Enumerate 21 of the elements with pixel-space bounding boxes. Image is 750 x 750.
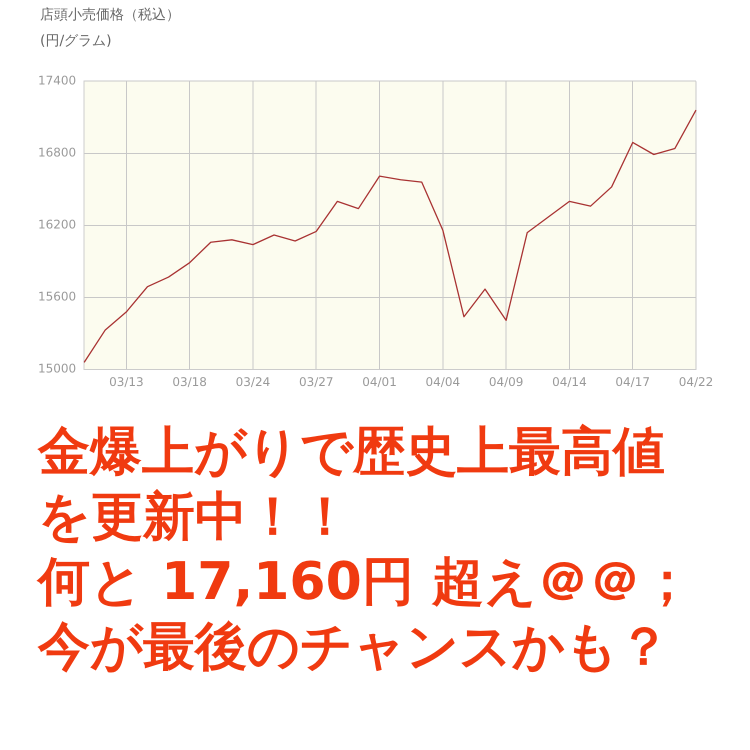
- text: 金爆上がりで歴史上最高値: [38, 421, 666, 484]
- x-tick-label: 04/22: [678, 374, 714, 389]
- text: を更新中！！: [38, 486, 352, 549]
- x-tick-label: 04/01: [362, 374, 397, 389]
- x-tick-label: 04/14: [552, 374, 587, 389]
- chart-title: 店頭小売価格（税込）: [40, 6, 180, 24]
- y-tick-label: 17400: [38, 73, 76, 88]
- y-tick-label: 16800: [38, 145, 76, 160]
- y-tick-label: 15600: [38, 290, 76, 304]
- y-axis-title: (円/グラム): [40, 32, 112, 50]
- text: 何と 17,160円 超え＠＠；: [38, 551, 693, 614]
- x-tick-label: 03/24: [236, 374, 270, 389]
- x-tick-label: 03/27: [298, 374, 334, 389]
- text: 今が最後のチャンスかも？: [38, 616, 671, 679]
- x-tick-label: 03/18: [172, 374, 207, 389]
- x-tick-label: 03/13: [109, 374, 144, 389]
- x-tick-label: 04/17: [615, 374, 650, 389]
- x-tick-label: 04/09: [488, 374, 524, 389]
- y-tick-label: 15000: [38, 362, 76, 376]
- x-tick-label: 04/04: [426, 374, 460, 389]
- y-tick-label: 16200: [38, 218, 76, 232]
